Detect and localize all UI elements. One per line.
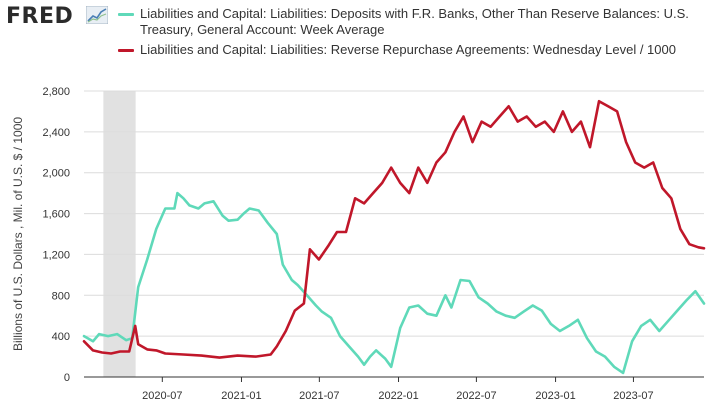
legend-swatch-tga [118, 13, 134, 16]
x-tick-label: 2023-07 [613, 390, 653, 402]
legend-item-tga[interactable]: Liabilities and Capital: Liabilities: De… [118, 6, 708, 38]
x-tick-label: 2021-07 [299, 390, 339, 402]
gridlines [84, 90, 704, 337]
y-axis-title: Billions of U.S. Dollars , Mil. of U.S. … [11, 117, 25, 351]
legend-swatch-rrp [118, 49, 134, 52]
y-tick-label: 800 [52, 290, 70, 302]
legend-label-rrp: Liabilities and Capital: Liabilities: Re… [140, 42, 676, 57]
x-tick-labels: 2020-07 2021-01 2021-07 2022-01 2022-07 2023-… [142, 377, 654, 402]
x-tick-label: 2023-01 [535, 390, 575, 402]
y-tick-label: 1,600 [42, 209, 70, 221]
y-tick-label: 2,000 [42, 168, 70, 180]
y-tick-label: 2,800 [42, 86, 70, 98]
line-chart-icon [86, 6, 108, 24]
series-line-tga[interactable] [82, 191, 706, 375]
y-tick-label: 1,200 [42, 249, 70, 261]
legend-label-tga: Liabilities and Capital: Liabilities: De… [140, 6, 689, 37]
y-tick-label: 2,400 [42, 127, 70, 139]
x-tick-label: 2021-01 [221, 390, 261, 402]
series-layer [82, 99, 706, 375]
y-tick-label: 0 [64, 372, 70, 384]
fred-logo[interactable]: FRED [6, 4, 74, 29]
x-tick-label: 2022-01 [378, 390, 418, 402]
series-line-rrp[interactable] [82, 99, 706, 359]
x-tick-label: 2020-07 [142, 390, 182, 402]
x-tick-label: 2022-07 [456, 390, 496, 402]
legend-item-rrp[interactable]: Liabilities and Capital: Liabilities: Re… [118, 42, 708, 58]
y-tick-label: 400 [52, 331, 70, 343]
chart-header: FRED Liabilities and Capital: Liabilitie… [0, 0, 720, 72]
recession-band [103, 91, 136, 377]
chart-legend: Liabilities and Capital: Liabilities: De… [118, 6, 708, 62]
line-chart[interactable]: 0 400 800 1,200 1,600 2,000 2,400 2,800 2020-07… [0, 72, 720, 404]
recession-band-layer [103, 91, 136, 377]
y-tick-labels: 0 400 800 1,200 1,600 2,000 2,400 2,800 [42, 86, 70, 384]
